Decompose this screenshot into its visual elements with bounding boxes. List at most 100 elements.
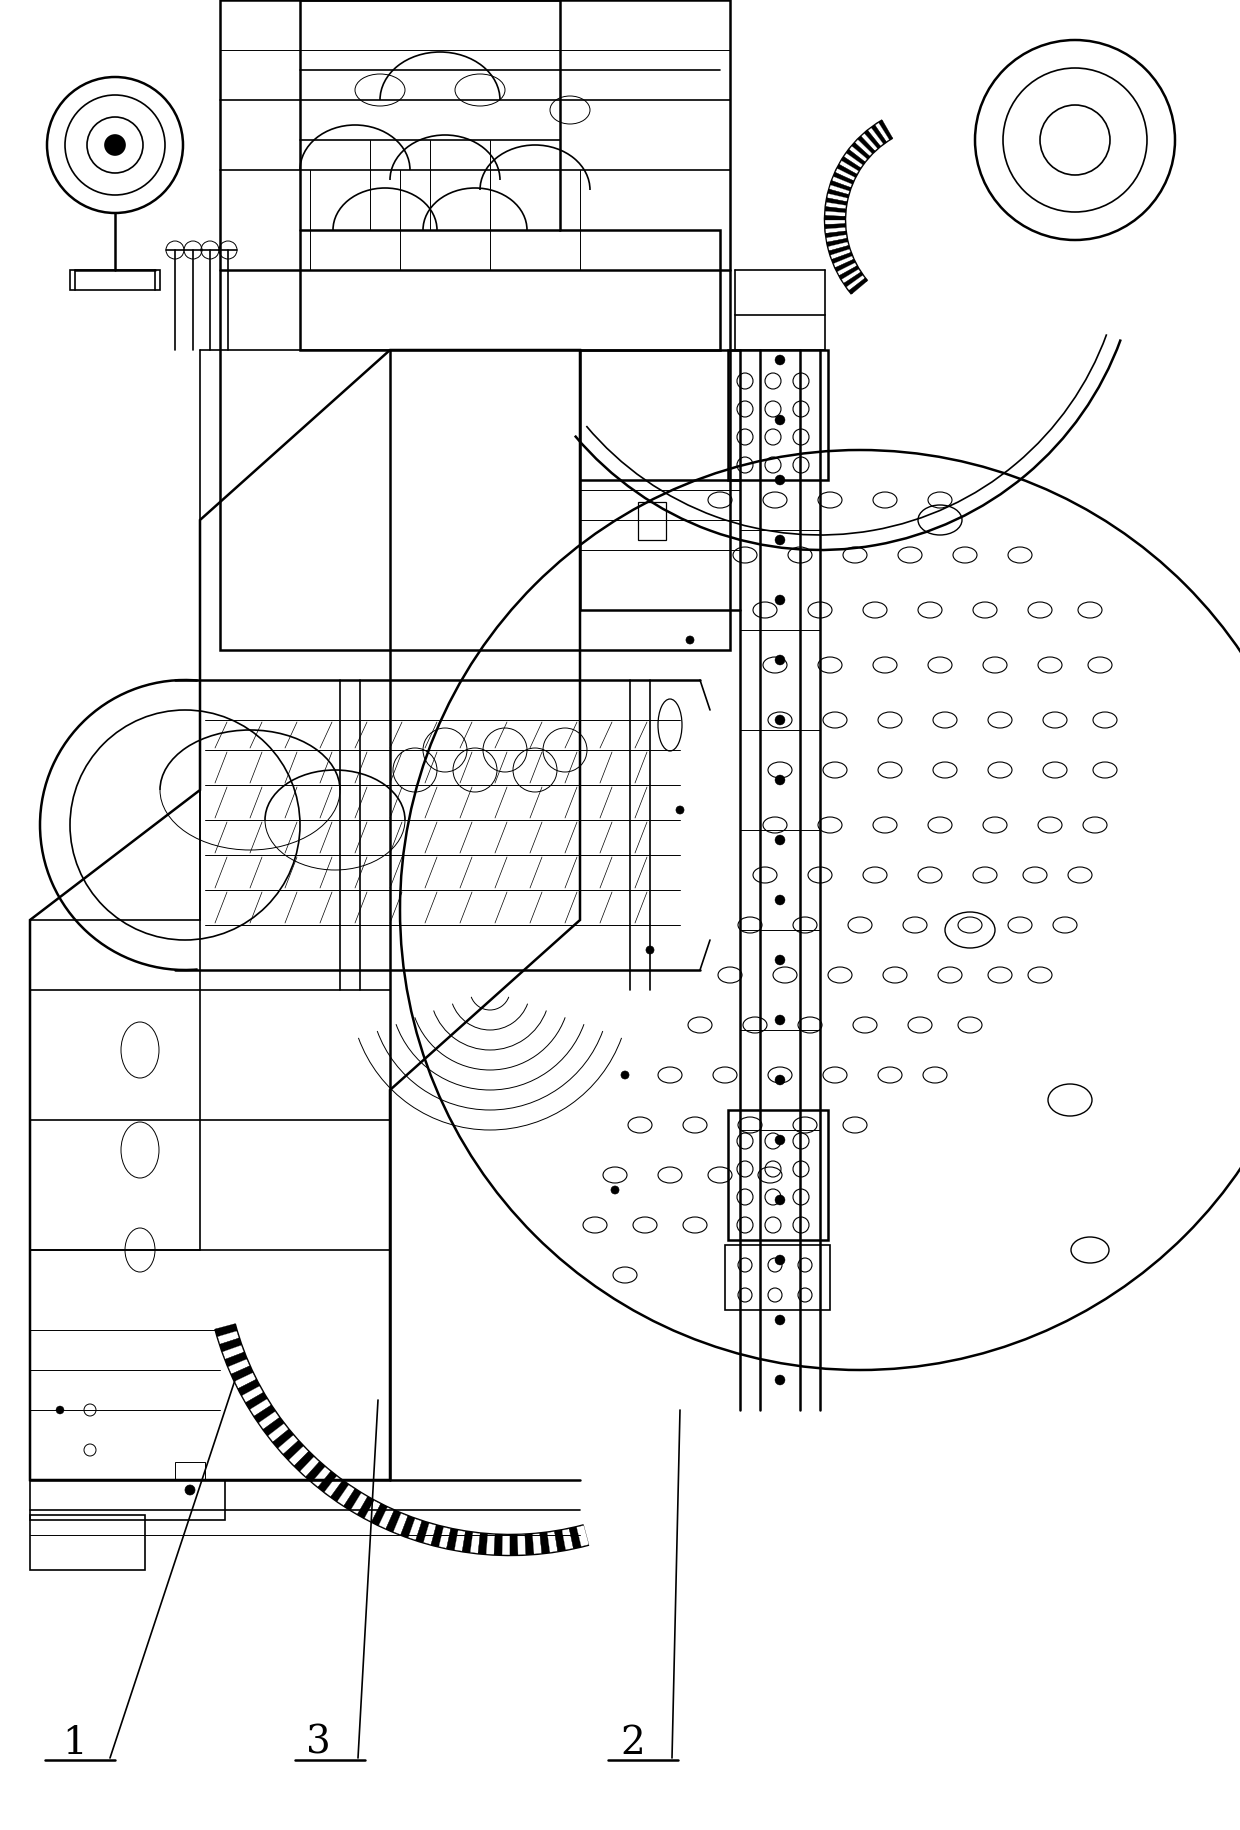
Polygon shape xyxy=(357,1497,374,1519)
Bar xyxy=(639,501,666,540)
Circle shape xyxy=(775,716,785,725)
Polygon shape xyxy=(831,249,851,260)
Polygon shape xyxy=(401,1515,415,1537)
Polygon shape xyxy=(386,1510,401,1532)
Polygon shape xyxy=(470,1532,480,1554)
Polygon shape xyxy=(569,1526,582,1548)
Polygon shape xyxy=(844,154,863,168)
Polygon shape xyxy=(278,1435,298,1455)
Polygon shape xyxy=(825,220,846,225)
Polygon shape xyxy=(839,161,858,174)
Polygon shape xyxy=(232,1365,253,1382)
Polygon shape xyxy=(222,1345,244,1360)
Polygon shape xyxy=(226,1352,247,1367)
Polygon shape xyxy=(423,1523,436,1545)
Polygon shape xyxy=(839,265,858,280)
Polygon shape xyxy=(879,121,893,139)
Polygon shape xyxy=(539,1532,549,1554)
Circle shape xyxy=(611,1186,619,1193)
Bar xyxy=(30,1515,145,1570)
Polygon shape xyxy=(826,207,846,212)
Polygon shape xyxy=(826,231,846,238)
Circle shape xyxy=(775,415,785,425)
Polygon shape xyxy=(562,1528,573,1550)
Polygon shape xyxy=(234,1372,257,1389)
Polygon shape xyxy=(854,139,872,156)
Polygon shape xyxy=(836,168,856,181)
Polygon shape xyxy=(312,1466,331,1488)
Bar xyxy=(30,1480,224,1521)
Polygon shape xyxy=(833,172,853,185)
Polygon shape xyxy=(284,1440,304,1460)
Circle shape xyxy=(646,946,653,953)
Text: 2: 2 xyxy=(621,1726,645,1762)
Polygon shape xyxy=(825,223,846,229)
Circle shape xyxy=(621,1071,629,1080)
Polygon shape xyxy=(250,1398,272,1416)
Polygon shape xyxy=(826,234,847,242)
Polygon shape xyxy=(525,1534,534,1554)
Polygon shape xyxy=(300,1457,319,1477)
Text: 1: 1 xyxy=(63,1726,87,1762)
Polygon shape xyxy=(238,1380,259,1396)
Circle shape xyxy=(775,834,785,845)
Circle shape xyxy=(775,1074,785,1085)
Polygon shape xyxy=(502,1535,510,1556)
Polygon shape xyxy=(847,150,866,165)
Circle shape xyxy=(775,355,785,364)
Polygon shape xyxy=(826,198,847,205)
Polygon shape xyxy=(847,274,866,291)
Polygon shape xyxy=(343,1490,361,1510)
Polygon shape xyxy=(317,1471,336,1491)
Polygon shape xyxy=(842,157,861,170)
Polygon shape xyxy=(554,1530,565,1552)
Circle shape xyxy=(775,1195,785,1204)
Polygon shape xyxy=(844,273,863,287)
Polygon shape xyxy=(273,1429,294,1448)
Polygon shape xyxy=(365,1501,381,1523)
Polygon shape xyxy=(872,124,887,145)
Polygon shape xyxy=(325,1477,342,1497)
Polygon shape xyxy=(827,194,848,201)
Polygon shape xyxy=(494,1535,502,1556)
Polygon shape xyxy=(836,260,856,271)
Polygon shape xyxy=(828,242,848,251)
Polygon shape xyxy=(849,146,867,161)
Polygon shape xyxy=(868,128,883,146)
Circle shape xyxy=(775,895,785,906)
Polygon shape xyxy=(228,1360,249,1374)
Circle shape xyxy=(775,955,785,964)
Polygon shape xyxy=(216,1323,237,1336)
Polygon shape xyxy=(825,210,846,216)
Polygon shape xyxy=(254,1405,275,1422)
Polygon shape xyxy=(294,1451,314,1471)
Circle shape xyxy=(686,637,694,644)
Polygon shape xyxy=(833,256,853,267)
Polygon shape xyxy=(510,1535,518,1556)
Circle shape xyxy=(775,1374,785,1385)
Polygon shape xyxy=(861,134,878,150)
Text: 3: 3 xyxy=(305,1726,330,1762)
Circle shape xyxy=(105,135,125,156)
Polygon shape xyxy=(826,227,846,234)
Polygon shape xyxy=(219,1338,242,1352)
Polygon shape xyxy=(842,269,861,284)
Polygon shape xyxy=(432,1524,444,1546)
Circle shape xyxy=(775,774,785,785)
Polygon shape xyxy=(289,1446,309,1466)
Polygon shape xyxy=(830,185,849,194)
Polygon shape xyxy=(517,1535,526,1556)
Polygon shape xyxy=(849,278,867,295)
Polygon shape xyxy=(479,1534,487,1554)
Polygon shape xyxy=(547,1532,558,1552)
Polygon shape xyxy=(415,1521,429,1543)
Circle shape xyxy=(185,1484,195,1495)
Polygon shape xyxy=(827,238,848,247)
Polygon shape xyxy=(831,181,851,190)
Polygon shape xyxy=(263,1418,284,1437)
Bar xyxy=(69,271,160,289)
Polygon shape xyxy=(825,216,846,220)
Polygon shape xyxy=(306,1462,325,1482)
Polygon shape xyxy=(837,264,857,276)
Circle shape xyxy=(775,534,785,545)
